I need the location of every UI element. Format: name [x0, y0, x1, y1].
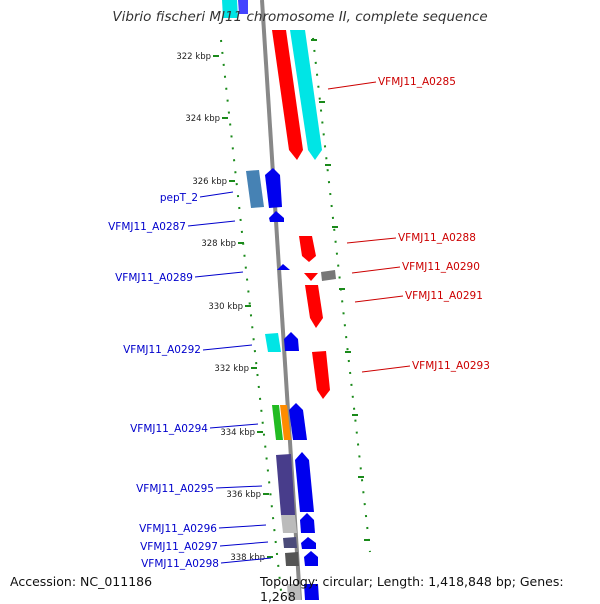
- leader-lines-left: [187, 191, 272, 564]
- gene-blue-326: [265, 168, 282, 208]
- gene-blue-297: [301, 537, 316, 549]
- gene-label: VFMJ11_A0290: [402, 261, 480, 273]
- major-tick-marks: [213, 39, 370, 558]
- scale-ticks: 322 kbp 324 kbp 326 kbp 328 kbp 330 kbp …: [176, 52, 265, 563]
- outer-dotted-guide-right: [312, 37, 371, 553]
- gene-VFMJ11_A0295: [276, 454, 295, 515]
- feature-top-blue-left: [238, 0, 248, 14]
- gene-blue-336: [295, 452, 314, 512]
- gene-label: VFMJ11_A0289: [115, 272, 193, 284]
- gene-blue-298: [304, 551, 318, 566]
- gene-VFMJ11_A0285: [272, 30, 303, 160]
- accession-text: Accession: NC_011186: [10, 574, 153, 589]
- gene-cyan-large: [290, 30, 322, 160]
- gene-label: VFMJ11_A0298: [141, 558, 219, 570]
- gene-label: VFMJ11_A0291: [405, 290, 483, 302]
- gene-label: VFMJ11_A0293: [412, 360, 490, 372]
- gene-label: pepT_2: [160, 192, 198, 204]
- gene-labels-right: VFMJ11_A0285 VFMJ11_A0288 VFMJ11_A0290 V…: [378, 76, 490, 372]
- gene-VFMJ11_A0290: [304, 273, 318, 281]
- tick-label: 326 kbp: [192, 177, 227, 187]
- tick-label: 332 kbp: [214, 364, 249, 374]
- gene-VFMJ11_A0298: [285, 552, 299, 566]
- gene-bottom-grey: [287, 584, 301, 600]
- map-title: Vibrio fischeri MJ11 chromosome II, comp…: [112, 9, 488, 25]
- gene-label: VFMJ11_A0292: [123, 344, 201, 356]
- gene-VFMJ11_A0287: [269, 211, 284, 222]
- gene-VFMJ11_A0289: [277, 264, 290, 270]
- gene-grey-small: [321, 270, 336, 281]
- tick-label: 336 kbp: [226, 490, 261, 500]
- gene-VFMJ11_A0297: [283, 537, 297, 548]
- gene-pepT_2: [246, 170, 264, 208]
- tick-label: 330 kbp: [208, 302, 243, 312]
- leader-lines-right: [327, 81, 411, 373]
- feature-top-cyan: [222, 0, 238, 18]
- tick-label: 322 kbp: [176, 52, 211, 62]
- gene-VFMJ11_A0294-green: [272, 405, 283, 440]
- gene-label: VFMJ11_A0287: [108, 221, 186, 233]
- gene-VFMJ11_A0293: [312, 351, 330, 399]
- gene-label: VFMJ11_A0296: [139, 523, 217, 535]
- gene-VFMJ11_A0292: [265, 333, 281, 352]
- tick-label: 338 kbp: [230, 553, 265, 563]
- gene-grey-295: [281, 515, 297, 533]
- gene-label: VFMJ11_A0297: [140, 541, 218, 553]
- tick-label: 328 kbp: [201, 239, 236, 249]
- gene-VFMJ11_A0294-orange: [280, 405, 291, 440]
- gene-label: VFMJ11_A0295: [136, 483, 214, 495]
- gene-blue-334: [289, 403, 307, 440]
- tick-label: 334 kbp: [220, 428, 255, 438]
- gene-VFMJ11_A0288: [299, 236, 316, 262]
- tick-label: 324 kbp: [185, 114, 220, 124]
- gene-labels-left: pepT_2 VFMJ11_A0287 VFMJ11_A0289 VFMJ11_…: [108, 192, 219, 570]
- gene-bottom-blue: [304, 584, 319, 600]
- gene-label: VFMJ11_A0285: [378, 76, 456, 88]
- gene-label: VFMJ11_A0288: [398, 232, 476, 244]
- gene-VFMJ11_A0296: [300, 513, 315, 533]
- gene-blue-331: [284, 332, 299, 351]
- gene-label: VFMJ11_A0294: [130, 423, 208, 435]
- outer-dotted-guide-left: [220, 39, 283, 600]
- gene-VFMJ11_A0291: [305, 285, 323, 328]
